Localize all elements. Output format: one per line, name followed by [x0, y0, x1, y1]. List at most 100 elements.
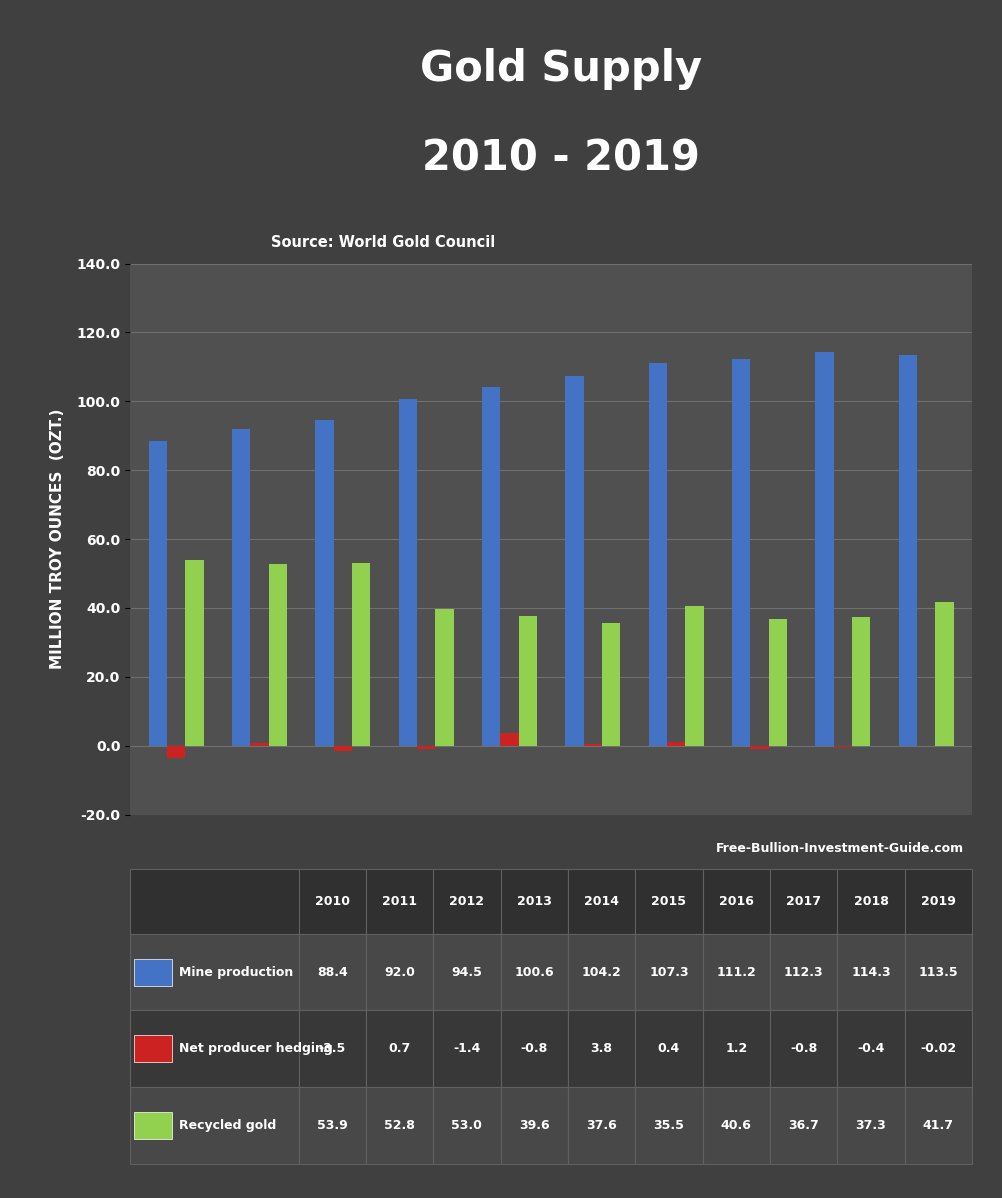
Text: 2019: 2019: [921, 895, 956, 908]
Bar: [838, 933, 905, 1010]
Text: 37.6: 37.6: [586, 1119, 617, 1132]
Text: 2011: 2011: [382, 895, 417, 908]
Text: 0.4: 0.4: [657, 1042, 680, 1055]
Bar: [905, 869, 972, 933]
Text: 112.3: 112.3: [784, 966, 824, 979]
Text: 39.6: 39.6: [519, 1119, 549, 1132]
Bar: [435, 610, 454, 745]
Bar: [366, 933, 433, 1010]
Bar: [334, 745, 352, 751]
Bar: [130, 933, 299, 1010]
Text: 1.2: 1.2: [725, 1042, 747, 1055]
Bar: [433, 1088, 501, 1164]
Bar: [635, 1088, 702, 1164]
Bar: [702, 869, 770, 933]
Bar: [501, 1088, 568, 1164]
Bar: [905, 1010, 972, 1088]
Bar: [635, 933, 702, 1010]
Text: 2013: 2013: [517, 895, 552, 908]
Bar: [770, 1088, 838, 1164]
Bar: [905, 933, 972, 1010]
Bar: [399, 399, 417, 745]
Text: Recycled gold: Recycled gold: [179, 1119, 277, 1132]
Bar: [366, 1088, 433, 1164]
Text: 107.3: 107.3: [649, 966, 688, 979]
Bar: [899, 355, 917, 745]
Text: -1.4: -1.4: [453, 1042, 481, 1055]
Text: 2014: 2014: [584, 895, 619, 908]
Text: 111.2: 111.2: [716, 966, 757, 979]
Bar: [130, 869, 299, 933]
Bar: [501, 869, 568, 933]
Text: 35.5: 35.5: [653, 1119, 684, 1132]
Text: Net producer hedging: Net producer hedging: [179, 1042, 333, 1055]
Bar: [935, 603, 954, 745]
Text: 104.2: 104.2: [582, 966, 621, 979]
Text: -0.8: -0.8: [521, 1042, 548, 1055]
Bar: [602, 623, 620, 745]
Bar: [500, 733, 519, 745]
Bar: [770, 933, 838, 1010]
Bar: [519, 616, 537, 745]
Bar: [565, 376, 583, 745]
Text: 114.3: 114.3: [851, 966, 891, 979]
Bar: [750, 745, 769, 749]
Bar: [134, 1112, 171, 1139]
Bar: [635, 869, 702, 933]
Bar: [852, 617, 871, 745]
Text: 2015: 2015: [651, 895, 686, 908]
Bar: [231, 429, 250, 745]
Bar: [250, 743, 269, 745]
Text: Source: World Gold Council: Source: World Gold Council: [271, 235, 495, 250]
Text: 41.7: 41.7: [923, 1119, 954, 1132]
Text: 2018: 2018: [854, 895, 889, 908]
Text: 100.6: 100.6: [514, 966, 554, 979]
Text: Free-Bullion-Investment-Guide.com: Free-Bullion-Investment-Guide.com: [715, 842, 964, 855]
Bar: [770, 869, 838, 933]
Bar: [905, 1088, 972, 1164]
Bar: [667, 742, 685, 745]
Bar: [702, 1088, 770, 1164]
Text: -0.8: -0.8: [790, 1042, 818, 1055]
Text: 113.5: 113.5: [919, 966, 958, 979]
Bar: [568, 1010, 635, 1088]
Bar: [770, 1010, 838, 1088]
Bar: [583, 744, 602, 745]
Bar: [702, 1010, 770, 1088]
Bar: [269, 564, 287, 745]
Text: 52.8: 52.8: [384, 1119, 415, 1132]
Bar: [299, 1088, 366, 1164]
Bar: [635, 1010, 702, 1088]
Text: Gold Supply: Gold Supply: [420, 48, 702, 90]
Text: 2012: 2012: [450, 895, 484, 908]
Text: 3.8: 3.8: [590, 1042, 612, 1055]
Bar: [352, 563, 371, 745]
Bar: [148, 441, 167, 745]
Text: -3.5: -3.5: [319, 1042, 346, 1055]
Bar: [702, 933, 770, 1010]
Text: 94.5: 94.5: [452, 966, 482, 979]
Text: 92.0: 92.0: [384, 966, 415, 979]
Text: 36.7: 36.7: [789, 1119, 819, 1132]
Text: 53.0: 53.0: [452, 1119, 482, 1132]
Bar: [568, 869, 635, 933]
Bar: [838, 1010, 905, 1088]
Bar: [433, 869, 501, 933]
Bar: [417, 745, 435, 749]
Text: 2016: 2016: [718, 895, 754, 908]
Bar: [568, 1088, 635, 1164]
Text: 37.3: 37.3: [856, 1119, 887, 1132]
Bar: [769, 619, 787, 745]
Bar: [299, 933, 366, 1010]
Bar: [501, 1010, 568, 1088]
Bar: [366, 1010, 433, 1088]
Text: 2017: 2017: [787, 895, 821, 908]
Text: 53.9: 53.9: [317, 1119, 348, 1132]
Text: Mine production: Mine production: [179, 966, 294, 979]
Bar: [299, 1010, 366, 1088]
Text: -0.4: -0.4: [858, 1042, 885, 1055]
Bar: [134, 1035, 171, 1063]
Bar: [731, 359, 750, 745]
Bar: [838, 1088, 905, 1164]
Bar: [838, 869, 905, 933]
